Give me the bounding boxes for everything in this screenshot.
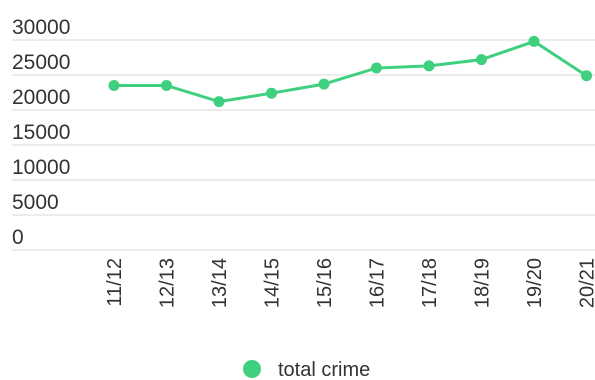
legend[interactable]: total crime bbox=[243, 359, 370, 380]
x-tick-label: 17/18 bbox=[419, 258, 441, 308]
legend-label: total crime bbox=[278, 359, 370, 380]
data-point[interactable] bbox=[161, 80, 172, 91]
data-point[interactable] bbox=[476, 54, 487, 66]
y-tick-label: 10000 bbox=[12, 156, 70, 179]
data-point[interactable] bbox=[108, 80, 120, 91]
x-axis-ticks: 11/12 12/13 13/14 14/15 15/16 16/17 17/18 18/19… bbox=[104, 258, 595, 308]
y-tick-label: 20000 bbox=[12, 86, 70, 109]
series-layer bbox=[108, 35, 592, 108]
x-tick-label: 14/15 bbox=[262, 258, 284, 308]
data-point[interactable] bbox=[581, 70, 592, 82]
x-tick-label: 16/17 bbox=[367, 258, 389, 308]
data-point[interactable] bbox=[423, 60, 435, 72]
x-tick-label: 13/14 bbox=[209, 258, 231, 308]
x-tick-label: 12/13 bbox=[157, 258, 179, 308]
x-tick-label: 20/21 bbox=[577, 258, 595, 308]
legend-marker bbox=[243, 360, 261, 378]
x-tick-label: 18/19 bbox=[472, 258, 494, 308]
data-point[interactable] bbox=[371, 62, 382, 74]
x-tick-label: 19/20 bbox=[524, 258, 546, 308]
gridlines bbox=[12, 39, 595, 251]
y-tick-label: 5000 bbox=[12, 191, 59, 214]
y-tick-label: 30000 bbox=[12, 16, 70, 39]
data-point[interactable] bbox=[528, 35, 540, 47]
y-tick-label: 25000 bbox=[12, 51, 70, 74]
data-point[interactable] bbox=[266, 87, 277, 99]
y-axis-ticks: 0 5000 10000 15000 20000 25000 30000 bbox=[12, 16, 70, 249]
x-tick-label: 15/16 bbox=[314, 258, 336, 308]
y-tick-label: 0 bbox=[12, 226, 24, 249]
x-tick-label: 11/12 bbox=[104, 258, 126, 307]
data-point[interactable] bbox=[318, 78, 330, 90]
series-line bbox=[114, 39, 588, 104]
data-point[interactable] bbox=[213, 96, 225, 108]
y-tick-label: 15000 bbox=[12, 121, 70, 144]
